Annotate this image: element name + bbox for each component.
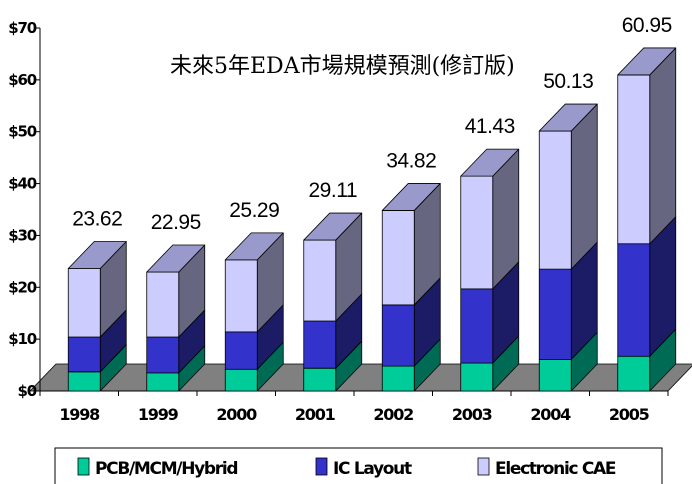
legend-label: PCB/MCM/Hybrid (95, 459, 237, 479)
bar-top (146, 244, 206, 273)
data-label: 29.11 (309, 179, 358, 202)
x-tick-label: 2002 (373, 405, 413, 424)
bar-segment-electronic-cae (67, 268, 101, 338)
bar-top (381, 183, 441, 211)
bar-segment-pcb-mcm-hybrid (303, 367, 337, 392)
x-tick-label: 2003 (452, 405, 492, 424)
bar-segment-electronic-cae (146, 271, 180, 338)
y-tick-label: $70 (8, 19, 36, 37)
bar-segment-pcb-mcm-hybrid (460, 362, 494, 392)
y-tick-label: $60 (8, 71, 36, 89)
bar-segment-ic-layout (381, 304, 415, 367)
x-tick-label: 2001 (295, 405, 336, 424)
y-tick-label: $0 (18, 382, 37, 400)
data-label: 34.82 (386, 149, 436, 172)
legend-swatch (477, 457, 490, 476)
bar-segment-pcb-mcm-hybrid (381, 365, 415, 392)
bar-side-electronic-cae (570, 103, 598, 270)
bar-segment-pcb-mcm-hybrid (146, 372, 180, 392)
y-tick-label: $10 (8, 330, 36, 348)
bar-top (538, 103, 598, 132)
bar-segment-ic-layout (224, 331, 258, 370)
bar-top (67, 241, 127, 269)
bar-segment-electronic-cae (617, 74, 651, 245)
legend-label: IC Layout (333, 459, 412, 479)
bar-top (303, 212, 363, 241)
y-tick-label: $40 (8, 175, 36, 193)
bar-segment-pcb-mcm-hybrid (617, 355, 651, 392)
bar-segment-pcb-mcm-hybrid (538, 358, 572, 392)
data-label: 60.95 (622, 14, 672, 37)
y-tick-label: $20 (8, 278, 36, 296)
bar-segment-ic-layout (538, 268, 572, 360)
legend-label: Electronic CAE (495, 459, 616, 479)
bar-top (460, 148, 520, 177)
bar-side-electronic-cae (649, 47, 677, 245)
bar-segment-electronic-cae (460, 175, 494, 290)
legend-swatch (315, 457, 328, 476)
bar-segment-electronic-cae (224, 259, 258, 333)
legend-swatch (77, 457, 90, 476)
y-tick-label: $30 (8, 226, 36, 244)
bar-segment-electronic-cae (303, 239, 337, 322)
bar-segment-electronic-cae (538, 130, 572, 270)
x-tick-label: 2004 (530, 405, 571, 424)
bar-segment-pcb-mcm-hybrid (224, 368, 258, 392)
bar-segment-ic-layout (303, 320, 337, 369)
bar-segment-electronic-cae (381, 210, 415, 306)
data-label: 22.95 (151, 211, 201, 234)
chart-title: 未來5年EDA市場規模預測(修訂版) (170, 54, 515, 79)
bar-segment-ic-layout (146, 336, 180, 374)
bar-top (617, 47, 677, 76)
data-label: 41.43 (465, 115, 515, 138)
y-tick-label: $50 (8, 123, 36, 141)
bar-top (224, 232, 284, 261)
x-tick-label: 2000 (216, 405, 257, 424)
x-tick-label: 1998 (59, 405, 100, 424)
bar-segment-ic-layout (460, 288, 494, 364)
data-label: 23.62 (72, 208, 122, 231)
bar-segment-ic-layout (67, 336, 101, 373)
x-tick-label: 1999 (138, 405, 179, 424)
bar-segment-ic-layout (617, 243, 651, 357)
data-label: 25.29 (229, 199, 279, 222)
data-label: 50.13 (543, 70, 593, 93)
bar-segment-pcb-mcm-hybrid (67, 371, 101, 392)
legend-box (54, 447, 663, 484)
x-tick-label: 2005 (609, 405, 650, 424)
